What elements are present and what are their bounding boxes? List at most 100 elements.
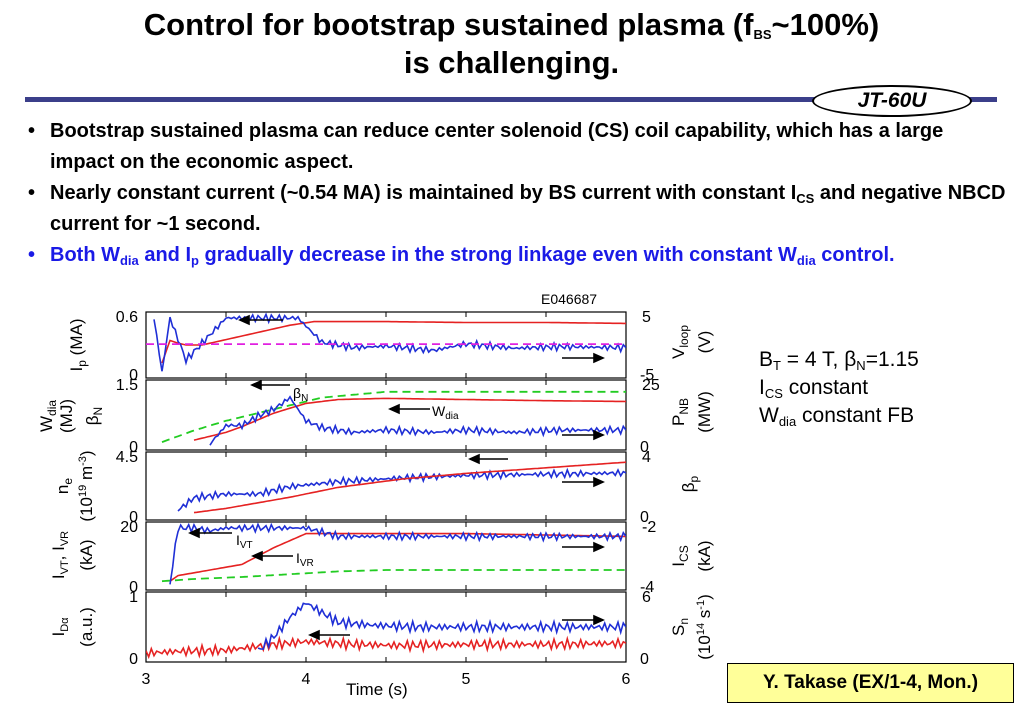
svg-text:(a.u.): (a.u.) (77, 607, 96, 647)
panel-1-right-label: Vloop (V) (669, 325, 714, 359)
reference-box: Y. Takase (EX/1-4, Mon.) (727, 663, 1014, 703)
panel-5-right-label: Sn (1014 s-1) (669, 594, 714, 660)
device-badge: JT-60U (812, 85, 972, 117)
svg-text:(MW): (MW) (695, 391, 714, 433)
right-tick-label: -5 (640, 367, 654, 384)
svg-text:ICS: ICS (669, 545, 691, 566)
panel-4-right-label: ICS (kA) (669, 540, 714, 571)
ivt-annotation: IVT (236, 532, 253, 551)
svg-text:βp: βp (679, 475, 701, 492)
bullet-list: • Bootstrap sustained plasma can reduce c… (28, 116, 1008, 271)
slide-title: Control for bootstrap sustained plasma (… (143, 7, 880, 80)
svg-text:(MJ): (MJ) (57, 399, 76, 433)
x-tick-label: 3 (142, 671, 151, 688)
svg-text:(1019 m-3): (1019 m-3) (77, 450, 96, 521)
ivr-arrow-head (251, 550, 263, 562)
right-tick-label: 6 (642, 589, 651, 606)
conditions-text: BT = 4 T, βN=1.15 ICS constant Wdia cons… (759, 346, 919, 430)
panel-4-red-trace (169, 532, 626, 582)
ivr-annotation: IVR (296, 550, 314, 569)
x-tick-label: 4 (302, 671, 311, 688)
bullet-2: • Nearly constant current (~0.54 MA) is m… (28, 182, 1006, 235)
panel-3-left-label: ne (1019 m-3) (53, 450, 96, 521)
beta-n-annotation: βN (293, 385, 308, 404)
ne-arrow-head (468, 453, 480, 465)
left-tick-label: 0 (129, 367, 138, 384)
right-tick-label: 4 (642, 449, 651, 466)
right-tick-label: 5 (642, 309, 651, 326)
right-tick-label: 0 (640, 439, 649, 456)
svg-text:Sn: Sn (669, 618, 691, 636)
panel-5-red-trace (146, 635, 626, 660)
dalpha-arrow-head (308, 629, 320, 641)
panel-2-right-label: PNB (MW) (669, 391, 714, 433)
panel-3-frame (145, 451, 627, 521)
betan-arrow-head (250, 379, 262, 391)
svg-text:Vloop: Vloop (669, 325, 691, 359)
left-tick-label: 0 (129, 579, 138, 596)
svg-text:(kA): (kA) (695, 540, 714, 571)
ics-arrow-head (593, 541, 605, 553)
ip-arrow-head (238, 314, 250, 326)
panel-2-blue-trace (209, 395, 626, 446)
svg-text:PNB: PNB (669, 398, 691, 426)
bullet-1: • Bootstrap sustained plasma can reduce c… (28, 120, 944, 173)
panel-2-left-label: Wdia (MJ) βN (37, 399, 105, 433)
svg-text:Ip (MA): Ip (MA) (67, 319, 89, 372)
panel-3-right-label: βp (679, 475, 701, 492)
left-tick-label: 0.6 (116, 309, 138, 326)
svg-text:Wdia: Wdia (37, 400, 59, 432)
right-tick-label: -4 (640, 579, 654, 596)
svg-text:IVT, IVR: IVT, IVR (49, 531, 71, 579)
svg-text:ne: ne (53, 478, 75, 494)
right-tick-label: 0 (640, 651, 649, 668)
vloop-arrow-head (593, 352, 605, 364)
panel-4-green-trace (161, 569, 626, 583)
condition-field: BT = 4 T, βN=1.15 (759, 348, 919, 373)
svg-text:(kA): (kA) (77, 539, 96, 570)
panel-5-blue-trace (257, 602, 626, 650)
wdia-arrow-head (388, 403, 400, 415)
panel-1-frame (145, 311, 627, 379)
left-tick-label: 20 (120, 519, 138, 536)
svg-text:(1014 s-1): (1014 s-1) (695, 594, 714, 660)
x-axis-label: Time (s) (346, 680, 408, 699)
panel-1-blue-trace (153, 312, 626, 372)
bullet-3: • Both Wdia and Ip gradually decrease in … (28, 244, 895, 268)
left-tick-label: 4.5 (116, 449, 138, 466)
panel-5-frame (145, 591, 627, 663)
left-tick-label: 1.5 (116, 377, 138, 394)
betap-arrow-head (593, 476, 605, 488)
sn-arrow-head (593, 614, 605, 626)
left-tick-label: 0 (129, 509, 138, 526)
panel-4-blue-trace (169, 522, 626, 585)
title-rule (25, 97, 997, 102)
wdia-annotation: Wdia (432, 403, 459, 422)
panel-1-red-trace (161, 320, 626, 364)
panel-3-blue-trace (177, 467, 626, 512)
condition-wdia: Wdia constant FB (759, 404, 915, 429)
right-tick-label: 25 (642, 377, 660, 394)
x-tick-label: 6 (622, 671, 631, 688)
x-tick-label: 5 (462, 671, 471, 688)
pnb-arrow-head (593, 429, 605, 441)
panel-4-left-label: IVT, IVR (kA) (49, 531, 96, 579)
panel-3-red-trace (193, 461, 626, 514)
panel-5-left-label: IDα (a.u.) (49, 607, 96, 647)
panel-4-frame (145, 521, 627, 591)
panel-2-green-trace (161, 390, 626, 443)
condition-ics: ICS constant (759, 376, 869, 401)
ivt-arrow-head (188, 527, 200, 539)
left-tick-label: 0 (129, 651, 138, 668)
right-tick-label: -2 (642, 519, 656, 536)
left-tick-label: 0 (129, 439, 138, 456)
panel-2-frame (145, 379, 627, 451)
svg-text:βN: βN (83, 407, 105, 425)
svg-text:(V): (V) (695, 331, 714, 354)
right-tick-label: 0 (640, 509, 649, 526)
shot-label: E046687 (541, 291, 597, 307)
svg-text:IDα: IDα (49, 617, 71, 637)
panel-2-red-trace (193, 397, 626, 441)
panel-1-left-label: Ip (MA) (67, 319, 89, 372)
left-tick-label: 1 (129, 589, 138, 606)
